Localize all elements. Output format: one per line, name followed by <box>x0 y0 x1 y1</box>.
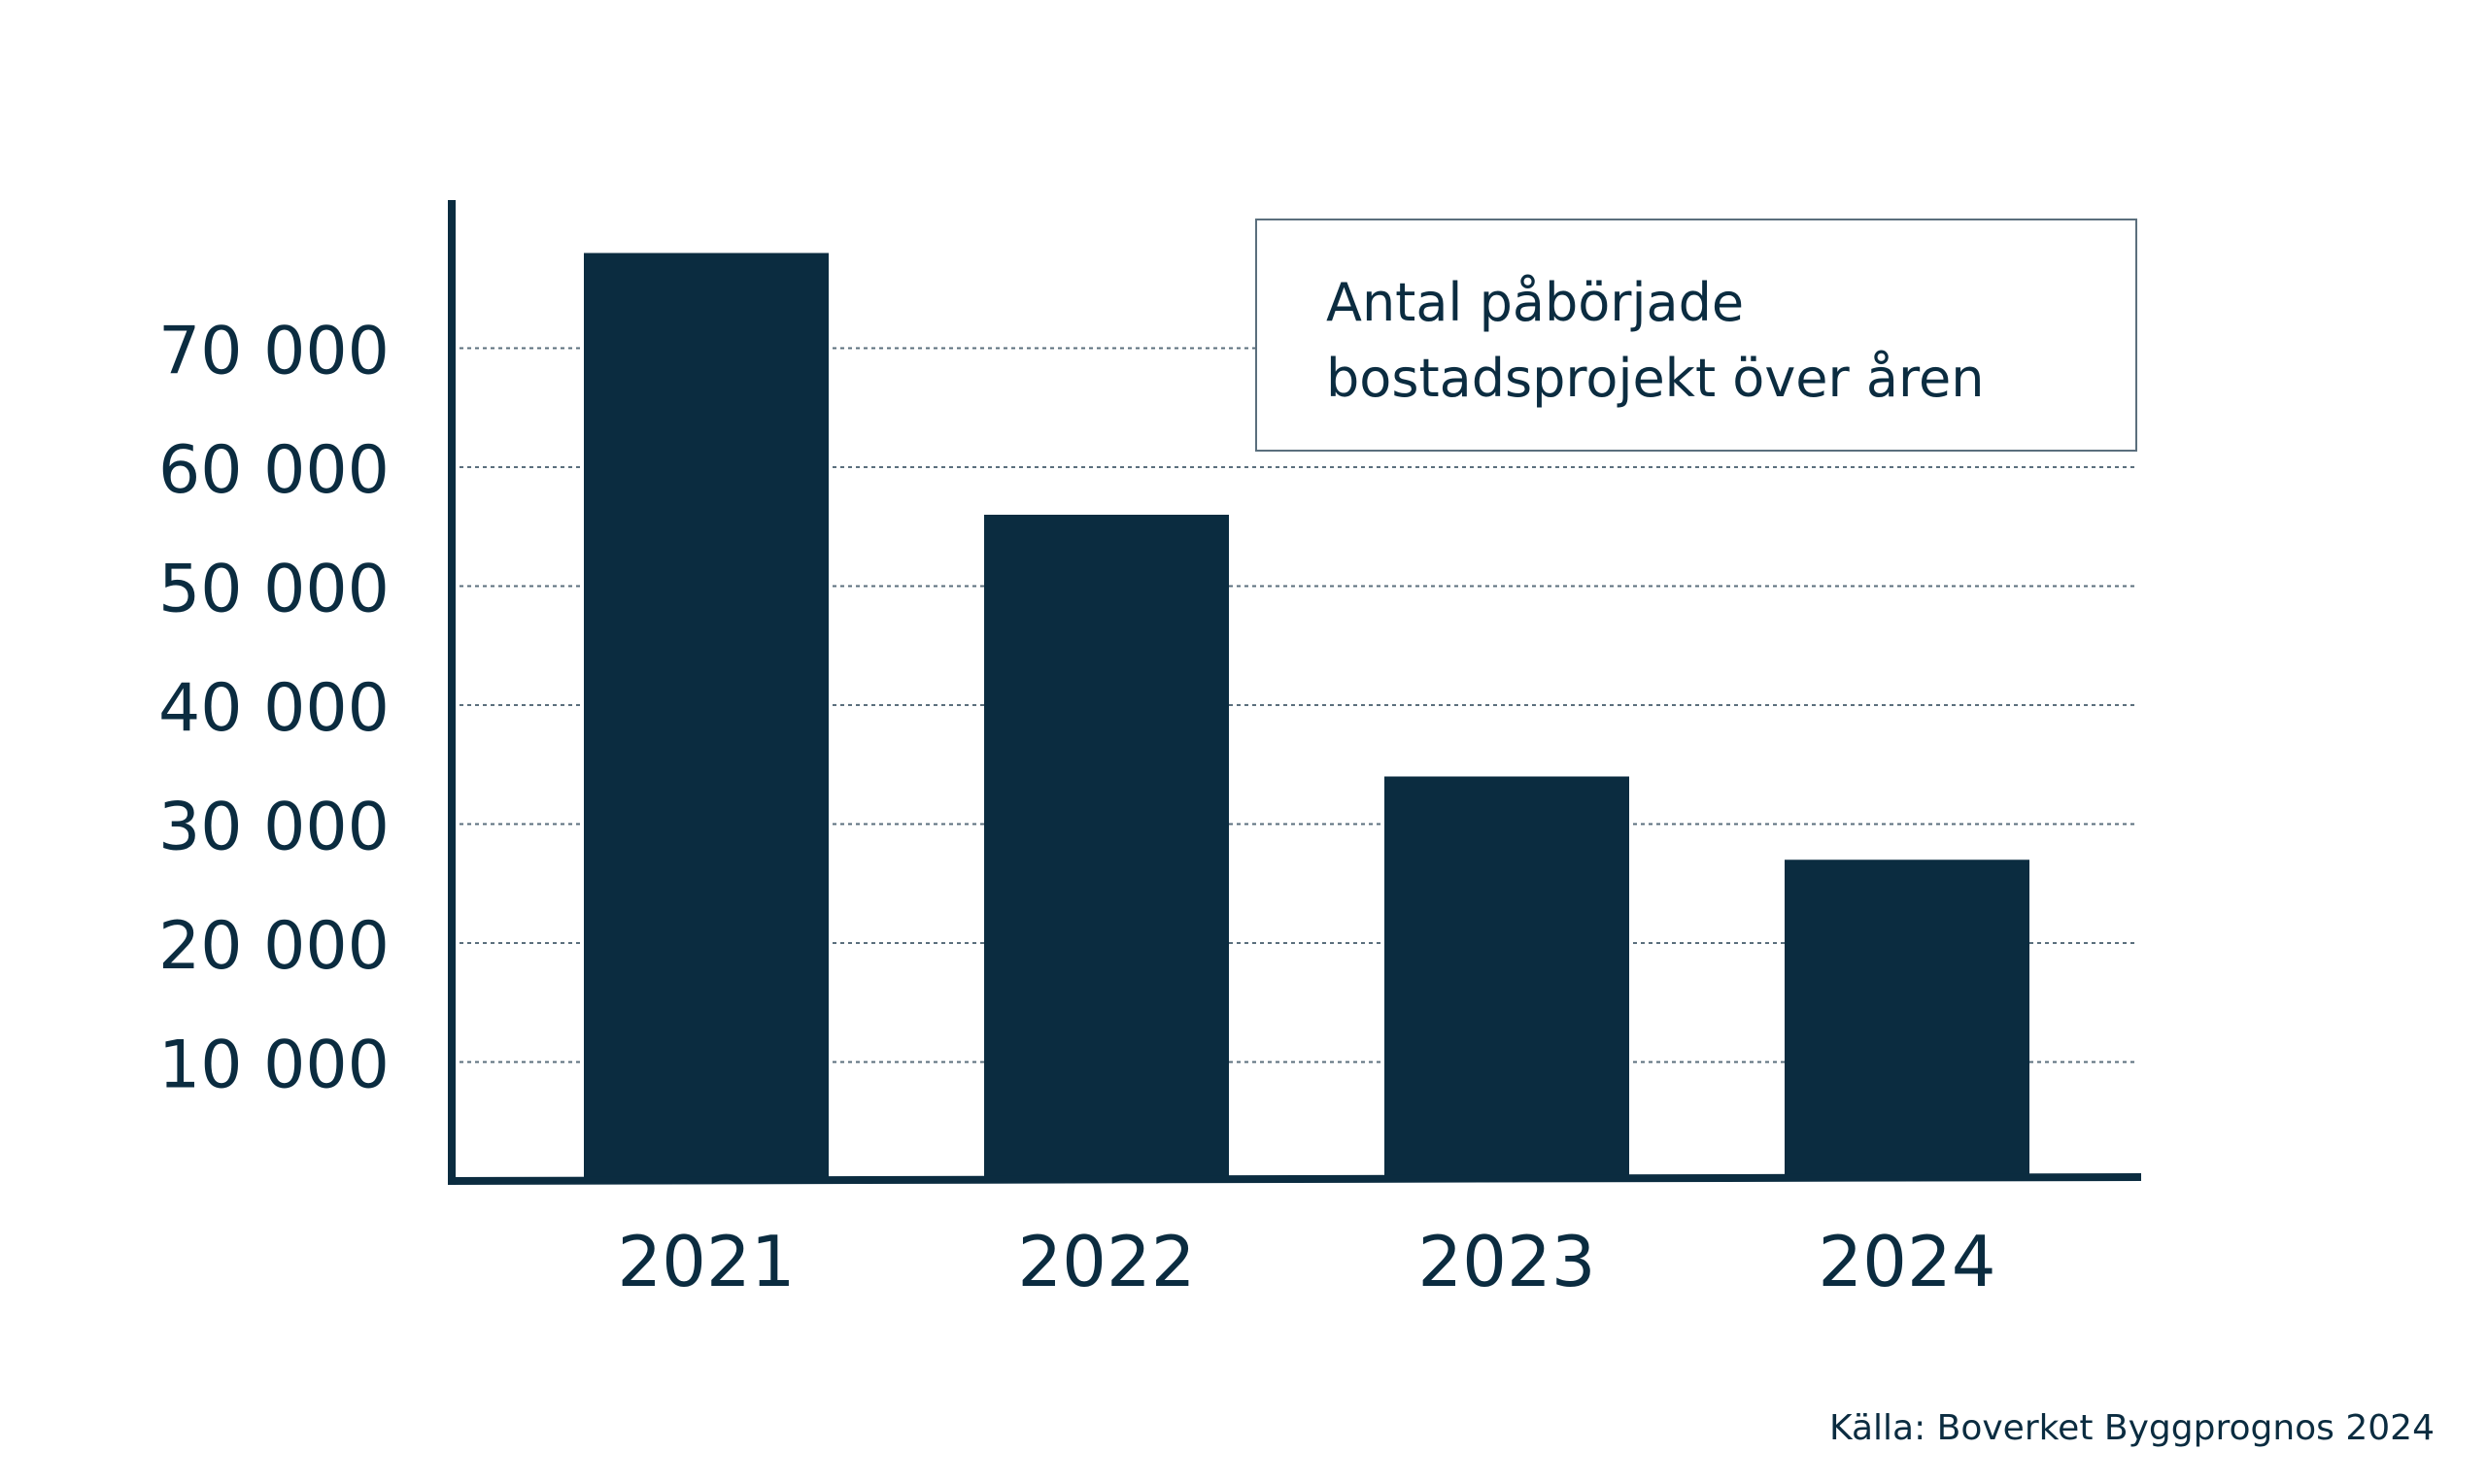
x-tick-label: 2024 <box>1818 1221 1995 1302</box>
y-tick-labels: 10 000 20 000 30 000 40 000 50 000 60 000 70 0… <box>158 314 390 1104</box>
y-tick-label: 70 000 <box>158 314 390 390</box>
x-tick-label: 2021 <box>617 1221 795 1302</box>
x-tick-label: 2023 <box>1417 1221 1595 1302</box>
bar-2024 <box>1785 860 2029 1181</box>
bar-2021 <box>584 253 829 1181</box>
legend-box: Antal påbörjade bostadsprojekt över åren <box>1255 219 2137 452</box>
y-tick-label: 30 000 <box>158 790 390 866</box>
legend-line-2: bostadsprojekt över åren <box>1326 348 1984 409</box>
x-axis-line <box>447 1172 2142 1186</box>
axes <box>447 200 2142 1186</box>
x-tick-labels: 2021 2022 2023 2024 <box>617 1221 1995 1302</box>
y-tick-label: 10 000 <box>158 1028 390 1104</box>
x-tick-label: 2022 <box>1017 1221 1195 1302</box>
bar-2023 <box>1384 776 1629 1181</box>
legend-border <box>1255 219 2137 452</box>
y-tick-label: 40 000 <box>158 670 390 747</box>
bars <box>584 253 2029 1181</box>
bar-2022 <box>984 515 1229 1181</box>
legend-line-1: Antal påbörjade <box>1326 272 1744 333</box>
y-tick-label: 50 000 <box>158 552 390 628</box>
y-tick-label: 20 000 <box>158 908 390 985</box>
source-note: Källa: Boverket Byggprognos 2024 <box>1829 1408 2435 1448</box>
y-tick-label: 60 000 <box>158 432 390 509</box>
